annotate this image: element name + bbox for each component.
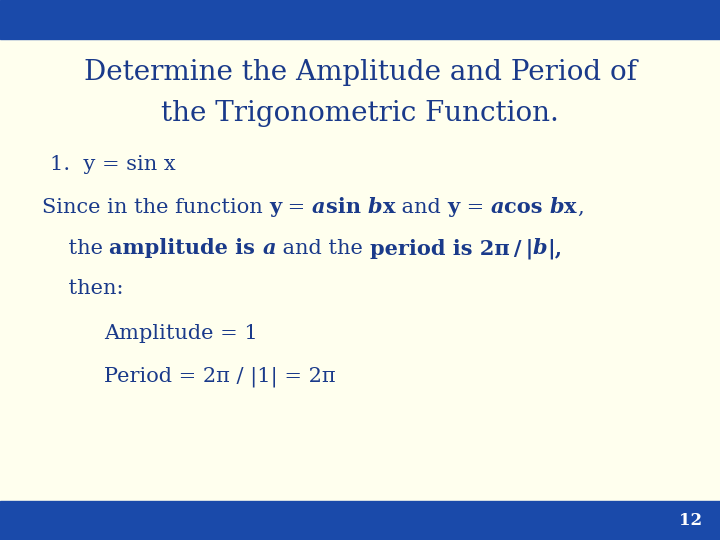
Text: a: a bbox=[263, 238, 276, 259]
Text: and the: and the bbox=[276, 239, 369, 258]
Text: =: = bbox=[459, 198, 490, 217]
Text: 1.  y = sin x: 1. y = sin x bbox=[50, 155, 176, 174]
Text: a: a bbox=[490, 197, 504, 218]
Text: Determine the Amplitude and Period of: Determine the Amplitude and Period of bbox=[84, 59, 636, 86]
Text: and: and bbox=[395, 198, 447, 217]
Text: b: b bbox=[368, 197, 382, 218]
Bar bbox=[0, 501, 720, 540]
Text: b: b bbox=[549, 197, 564, 218]
Text: |,: |, bbox=[547, 238, 562, 259]
Text: amplitude is: amplitude is bbox=[109, 238, 263, 259]
Text: ,: , bbox=[577, 198, 583, 217]
Bar bbox=[0, 0, 720, 39]
Text: then:: then: bbox=[42, 279, 123, 299]
Text: b: b bbox=[533, 238, 547, 259]
Text: Period = 2π / |1| = 2π: Period = 2π / |1| = 2π bbox=[104, 367, 336, 387]
Text: x: x bbox=[382, 197, 395, 218]
Text: the Trigonometric Function.: the Trigonometric Function. bbox=[161, 100, 559, 127]
Text: x: x bbox=[564, 197, 577, 218]
Text: period is 2π / |: period is 2π / | bbox=[369, 238, 533, 259]
Text: y: y bbox=[447, 197, 459, 218]
Text: 12: 12 bbox=[679, 512, 702, 529]
Text: cos: cos bbox=[504, 197, 549, 218]
Text: Amplitude = 1: Amplitude = 1 bbox=[104, 324, 258, 343]
Text: y: y bbox=[269, 197, 282, 218]
Text: =: = bbox=[282, 198, 312, 217]
Text: the: the bbox=[42, 239, 109, 258]
Text: sin: sin bbox=[325, 197, 368, 218]
Text: a: a bbox=[312, 197, 325, 218]
Text: Since in the function: Since in the function bbox=[42, 198, 269, 217]
